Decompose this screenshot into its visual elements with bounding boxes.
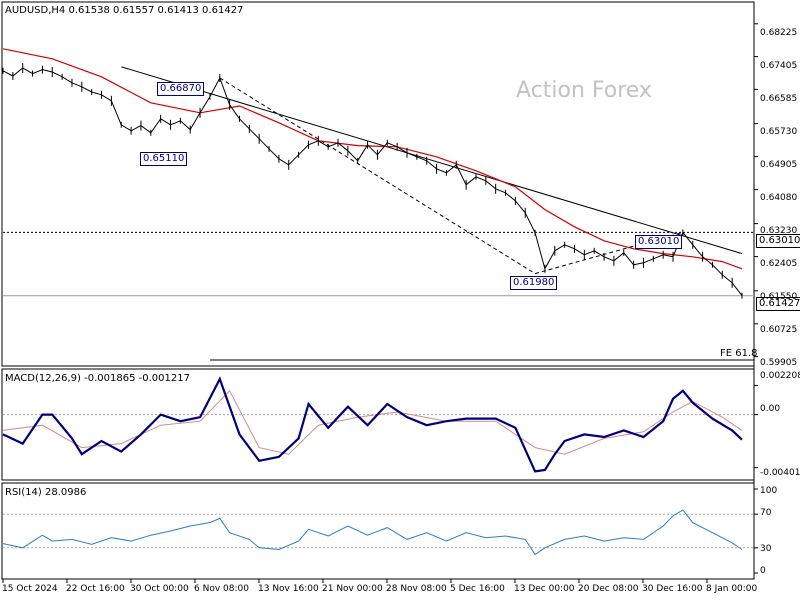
price-tick-label: 0.63230 xyxy=(760,226,798,236)
panel-frame-1 xyxy=(1,368,755,481)
rsi-tick-label: 0 xyxy=(760,566,766,576)
time-tick-label: 13 Dec 00:00 xyxy=(514,584,575,594)
trendline-dashed-channel-upper xyxy=(219,77,536,275)
trendline-falling-resistance xyxy=(121,66,743,255)
price-tick-label: 0.64080 xyxy=(760,193,798,203)
price-tick-label: 0.59905 xyxy=(760,358,798,368)
time-tick-label: 22 Oct 16:00 xyxy=(66,584,125,594)
macd-title: MACD(12,26,9) -0.001865 -0.001217 xyxy=(5,373,190,384)
macd-main-line xyxy=(2,376,743,473)
time-tick-label: 21 Nov 00:00 xyxy=(322,584,383,594)
macd-tick-label: 0.002208 xyxy=(760,371,800,381)
price-line xyxy=(2,67,743,296)
swing-low-label-2: 0.61980 xyxy=(510,276,558,290)
rsi-tick-label: 70 xyxy=(760,508,772,518)
time-tick-label: 5 Dec 16:00 xyxy=(450,584,505,594)
resistance-price-tag: 0.63010 xyxy=(756,234,800,248)
rsi-tick-label: 100 xyxy=(760,486,778,496)
last-price-tag: 0.61427 xyxy=(756,297,800,311)
swing-high-label-1: 0.66870 xyxy=(157,82,205,96)
macd-tick-label: -0.004012 xyxy=(760,468,800,478)
swing-high-label-2: 0.63010 xyxy=(635,235,683,249)
time-tick-label: 13 Nov 16:00 xyxy=(258,584,319,594)
price-tick-label: 0.68225 xyxy=(760,28,798,38)
time-tick-label: 6 Nov 08:00 xyxy=(194,584,249,594)
rsi-tick-label: 30 xyxy=(760,544,772,554)
price-tick-label: 0.66585 xyxy=(760,94,798,104)
price-tick-label: 0.67405 xyxy=(760,61,798,71)
watermark: Action Forex xyxy=(516,78,652,103)
price-tick-label: 0.61550 xyxy=(760,292,798,302)
ema-line xyxy=(2,48,743,270)
time-tick-label: 20 Dec 08:00 xyxy=(578,584,639,594)
macd-signal-line xyxy=(2,389,743,455)
price-tick-label: 0.64905 xyxy=(760,160,798,170)
macd-tick-label: 0.00 xyxy=(760,404,781,414)
time-tick-label: 15 Oct 2024 xyxy=(2,584,58,594)
panel-frame-0 xyxy=(1,1,755,367)
time-tick-label: 8 Jan 00:00 xyxy=(706,584,758,594)
time-tick-label: 30 Dec 16:00 xyxy=(642,584,703,594)
price-tick-label: 0.65730 xyxy=(760,127,798,137)
swing-low-label-1: 0.65110 xyxy=(140,152,188,166)
rsi-line xyxy=(2,509,743,556)
rsi-title: RSI(14) 28.0986 xyxy=(5,487,87,498)
price-tick-label: 0.62405 xyxy=(760,259,798,269)
fe-label: FE 61.8 xyxy=(720,348,758,359)
main-chart-title: AUDUSD,H4 0.61538 0.61557 0.61413 0.6142… xyxy=(5,5,244,16)
time-tick-label: 28 Nov 08:00 xyxy=(386,584,447,594)
price-tick-label: 0.60725 xyxy=(760,325,798,335)
time-tick-label: 30 Oct 00:00 xyxy=(130,584,189,594)
